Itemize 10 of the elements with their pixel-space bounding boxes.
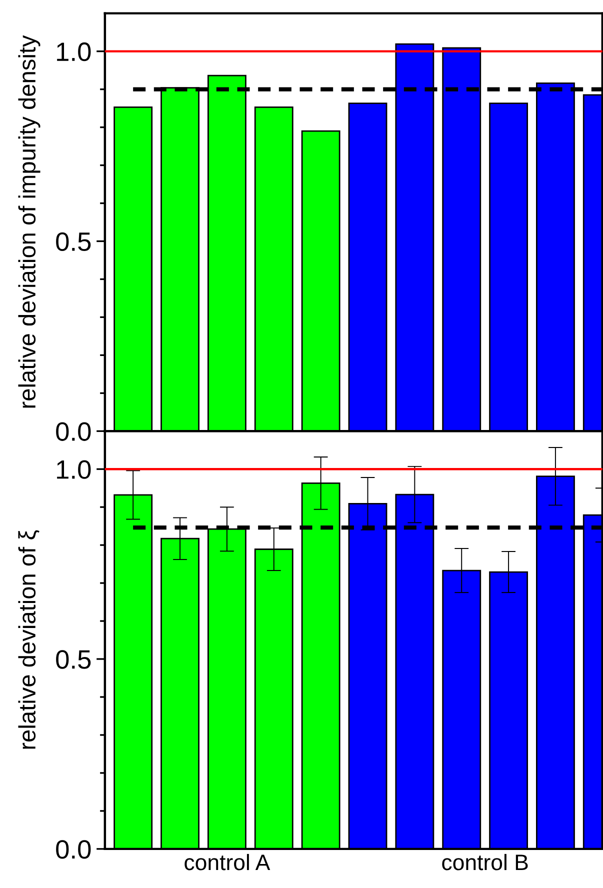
y-tick-label: 0.0 [56, 840, 91, 859]
y-tick-label: 1.0 [57, 42, 91, 62]
y-axis-title: relative deviation of ξ [18, 530, 40, 749]
y-tick-label: 1.0 [57, 460, 91, 479]
text: control A [184, 854, 270, 870]
y-tick-label: 0.5 [56, 650, 91, 669]
y-axis-title: relative deviation of impurity density [18, 35, 40, 408]
text: control B [442, 854, 528, 870]
y-tick-label: 0.5 [56, 232, 91, 252]
y-tick-label: 0.0 [56, 422, 91, 441]
